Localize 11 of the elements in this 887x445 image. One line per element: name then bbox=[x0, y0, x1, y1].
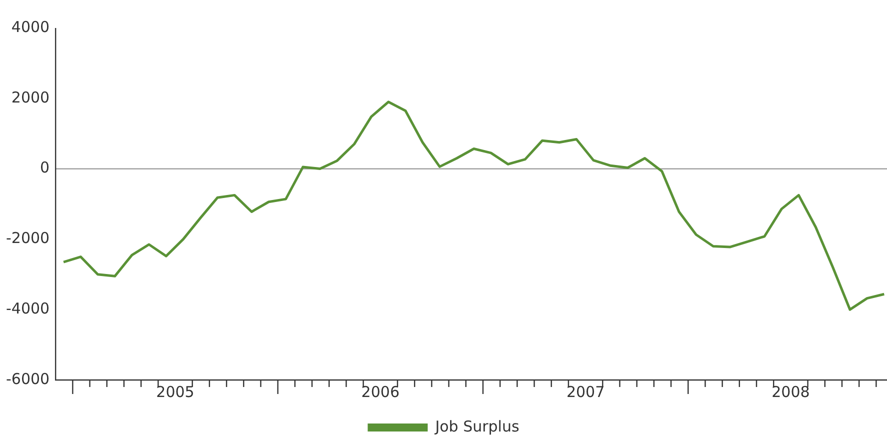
y-tick-label: 2000 bbox=[11, 88, 50, 106]
y-tick-label: 4000 bbox=[11, 18, 50, 36]
y-tick-label: 0 bbox=[40, 158, 50, 177]
x-tick-label: 2005 bbox=[156, 382, 194, 401]
x-tick-label: 2007 bbox=[566, 382, 605, 401]
legend-label: Job Surplus bbox=[434, 417, 520, 436]
y-tick-label: -2000 bbox=[6, 229, 50, 248]
x-tick-label: 2008 bbox=[772, 382, 810, 401]
y-tick-label: -6000 bbox=[6, 370, 50, 388]
y-tick-label: -4000 bbox=[6, 299, 50, 318]
x-tick-label: 2006 bbox=[361, 382, 400, 401]
